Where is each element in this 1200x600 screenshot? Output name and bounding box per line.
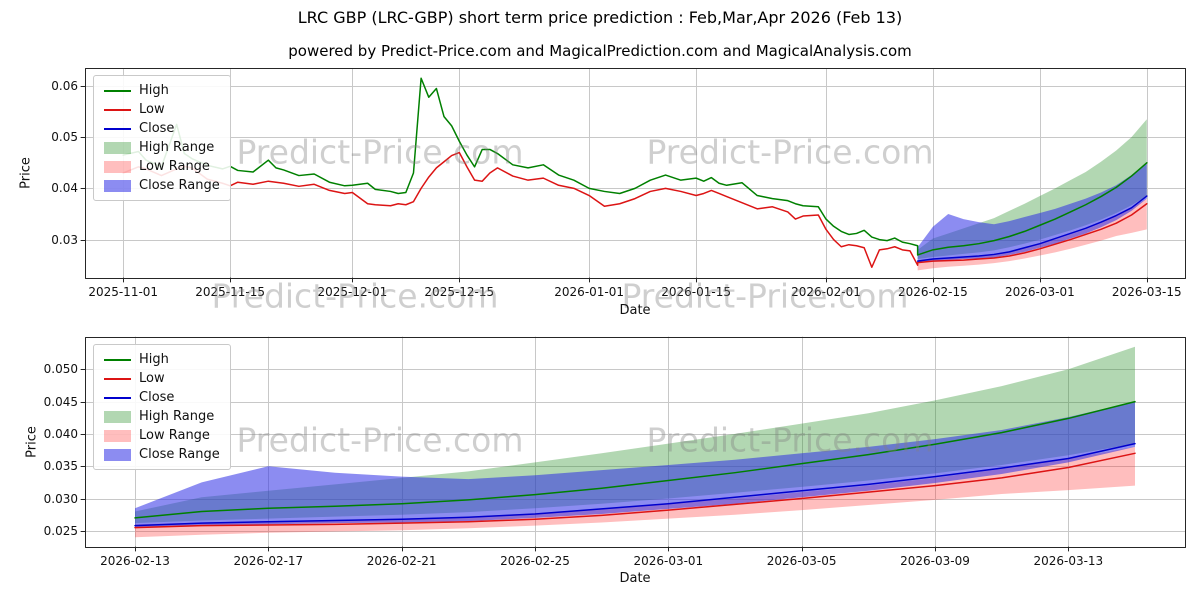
legend-item-label: Close bbox=[139, 121, 175, 136]
y-tick-label: 0.03 bbox=[51, 232, 78, 247]
watermark-text: Predict-Price.com bbox=[211, 276, 499, 316]
x-tick-label: 2026-03-01 bbox=[633, 554, 704, 568]
legend-patch-swatch bbox=[104, 429, 131, 442]
y-tick-label: 0.050 bbox=[43, 362, 78, 377]
figure-title: LRC GBP (LRC-GBP) short term price predi… bbox=[297, 8, 903, 27]
legend-item: Low bbox=[104, 370, 220, 387]
legend-item: High Range bbox=[104, 139, 220, 156]
legend-item-label: Low bbox=[139, 102, 165, 117]
legend-line-swatch bbox=[104, 377, 131, 380]
watermark-text: Predict-Price.com bbox=[621, 276, 909, 316]
x-tick-label: 2026-03-09 bbox=[900, 554, 970, 568]
x-tick-label: 2026-03-01 bbox=[1004, 285, 1075, 299]
legend-item-label: High bbox=[139, 83, 169, 98]
legend-line-swatch bbox=[104, 108, 131, 111]
y-tick-label: 0.025 bbox=[43, 523, 78, 538]
legend-item: Low Range bbox=[104, 158, 220, 175]
x-tick-label: 2026-02-01 bbox=[791, 285, 861, 299]
legend-patch-swatch bbox=[104, 141, 131, 154]
x-axis-label-bottom-chart: Date bbox=[619, 571, 651, 586]
legend-item: Close Range bbox=[104, 177, 220, 194]
watermark-text: Predict-Price.com bbox=[236, 132, 524, 172]
legend-line-swatch bbox=[104, 89, 131, 92]
legend: High Low Close High Range Low Range Close Ran… bbox=[93, 344, 231, 470]
legend-item: High bbox=[104, 82, 220, 99]
watermark-text: Predict-Price.com bbox=[646, 132, 934, 172]
y-tick-label: 0.040 bbox=[43, 426, 78, 441]
legend-item-label: Close Range bbox=[139, 447, 220, 462]
legend-item-label: High Range bbox=[139, 409, 215, 424]
y-axis-label-top-chart: Price bbox=[18, 157, 34, 189]
legend-item-label: High Range bbox=[139, 140, 215, 155]
legend-item-label: Low Range bbox=[139, 428, 210, 443]
y-tick-label: 0.06 bbox=[51, 78, 78, 93]
y-tick-label: 0.045 bbox=[43, 394, 78, 409]
legend-line-swatch bbox=[104, 358, 131, 361]
watermark-text: Predict-Price.com bbox=[646, 420, 934, 460]
x-tick-label: 2026-02-25 bbox=[500, 554, 570, 568]
legend-item: Close bbox=[104, 120, 220, 137]
x-tick-label: 2025-12-15 bbox=[424, 285, 495, 299]
x-tick-label: 2025-11-15 bbox=[195, 285, 265, 299]
x-tick-label: 2026-02-17 bbox=[233, 554, 304, 568]
legend-item: High Range bbox=[104, 408, 220, 425]
y-tick-label: 0.035 bbox=[43, 459, 78, 474]
legend-item-label: Low Range bbox=[139, 159, 210, 174]
x-tick-label: 2025-11-01 bbox=[88, 285, 159, 299]
x-tick-label: 2026-02-21 bbox=[366, 554, 437, 568]
y-axis-label-bottom-chart: Price bbox=[24, 426, 40, 458]
y-tick-label: 0.05 bbox=[51, 130, 78, 145]
legend-line-swatch bbox=[104, 396, 131, 399]
legend-line-swatch bbox=[104, 127, 131, 130]
legend-patch-swatch bbox=[104, 179, 131, 192]
x-tick-label: 2026-03-13 bbox=[1033, 554, 1104, 568]
x-tick-label: 2026-01-01 bbox=[554, 285, 625, 299]
legend-item: Low bbox=[104, 101, 220, 118]
legend-item-label: Close Range bbox=[139, 178, 220, 193]
legend-item-label: Low bbox=[139, 371, 165, 386]
x-tick-label: 2026-02-13 bbox=[100, 554, 170, 568]
x-tick-label: 2025-12-01 bbox=[317, 285, 388, 299]
legend-item: High bbox=[104, 351, 220, 368]
watermark-text: Predict-Price.com bbox=[236, 420, 524, 460]
x-tick-label: 2026-01-15 bbox=[661, 285, 731, 299]
legend-item-label: High bbox=[139, 352, 169, 367]
x-tick-label: 2026-03-15 bbox=[1111, 285, 1182, 299]
legend-item-label: Close bbox=[139, 390, 175, 405]
legend-item: Low Range bbox=[104, 427, 220, 444]
legend: High Low Close High Range Low Range Close Ran… bbox=[93, 75, 231, 201]
legend-item: Close Range bbox=[104, 446, 220, 463]
y-tick-label: 0.04 bbox=[51, 181, 78, 196]
y-tick-label: 0.030 bbox=[43, 491, 78, 506]
legend-patch-swatch bbox=[104, 410, 131, 423]
legend-item: Close bbox=[104, 389, 220, 406]
legend-patch-swatch bbox=[104, 448, 131, 461]
x-tick-label: 2026-03-05 bbox=[766, 554, 837, 568]
x-axis-label-top-chart: Date bbox=[619, 303, 651, 318]
x-tick-label: 2026-02-15 bbox=[898, 285, 968, 299]
legend-patch-swatch bbox=[104, 160, 131, 173]
figure-subtitle: powered by Predict-Price.com and Magical… bbox=[288, 42, 912, 60]
